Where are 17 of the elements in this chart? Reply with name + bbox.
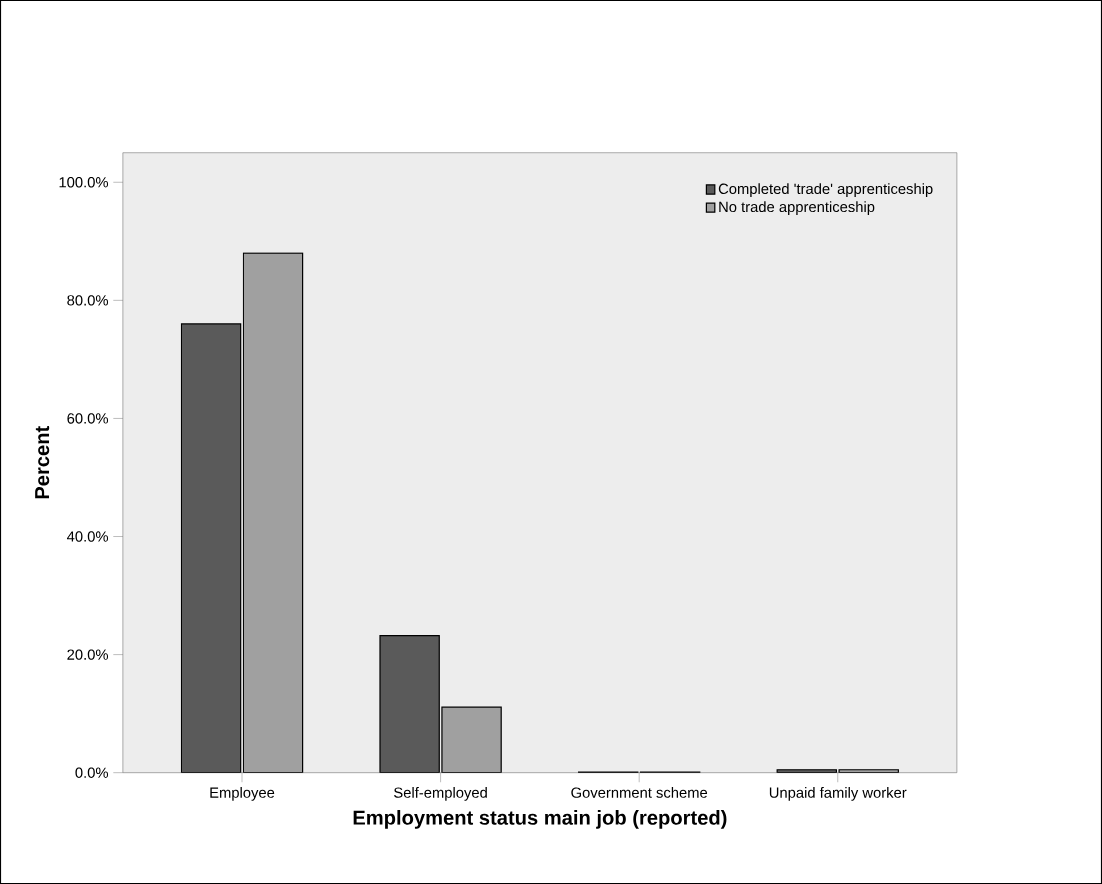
- y-tick-label: 80.0%: [67, 295, 109, 306]
- x-tick-label: Self-employed: [394, 786, 487, 801]
- y-axis-title: Percent: [35, 425, 50, 499]
- y-tick-label: 0.0%: [75, 767, 109, 778]
- legend-label: Completed 'trade' apprenticeship: [718, 183, 933, 197]
- x-tick-label: Unpaid family worker: [769, 786, 907, 801]
- legend-label: No trade apprenticeship: [719, 201, 875, 215]
- x-tick-label: Employee: [210, 786, 275, 801]
- y-tick-label: 60.0%: [67, 413, 109, 424]
- x-axis-title: Employment status main job (reported): [353, 809, 727, 829]
- y-tick-label: 100.0%: [59, 176, 109, 188]
- bar: [180, 323, 242, 773]
- bar: [242, 252, 304, 773]
- y-tick-label: 20.0%: [67, 649, 109, 660]
- bar: [379, 635, 440, 773]
- y-tick-label: 40.0%: [67, 531, 109, 542]
- x-tick-label: Government scheme: [571, 786, 708, 798]
